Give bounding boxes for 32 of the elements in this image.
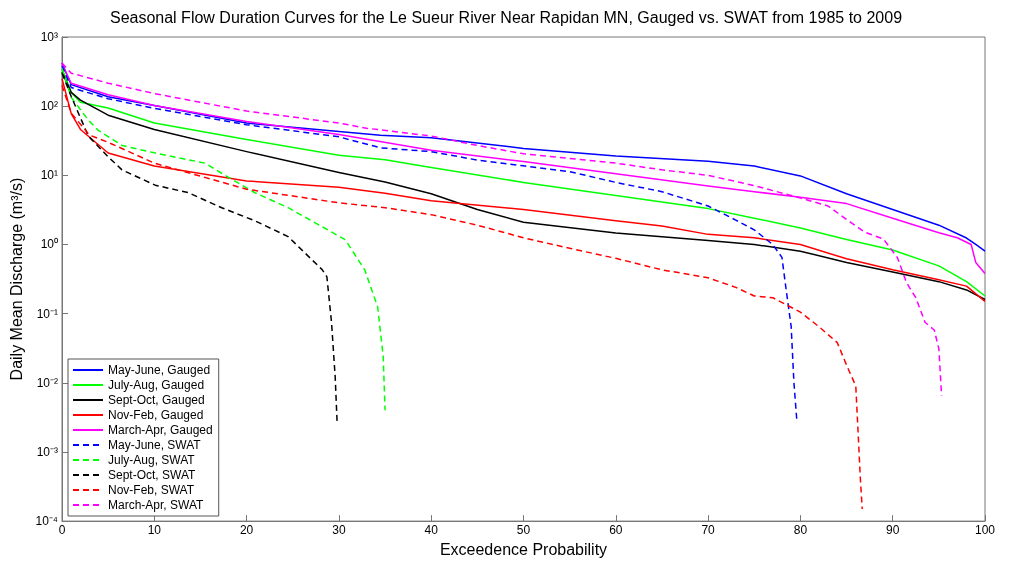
legend-label: March-Apr, Gauged <box>108 423 213 437</box>
x-tick-label: 50 <box>516 523 531 538</box>
x-tick-label: 30 <box>332 523 346 538</box>
x-tick-label: 90 <box>886 523 900 538</box>
y-tick-label: 10¹ <box>40 168 58 183</box>
y-tick-label: 10⁰ <box>40 237 58 252</box>
y-tick-label: 10² <box>40 99 58 114</box>
y-tick-label: 10⁻⁴ <box>35 514 58 529</box>
x-tick-label: 40 <box>424 523 439 538</box>
legend-label: July-Aug, Gauged <box>108 378 205 392</box>
x-tick-label: 100 <box>974 523 996 538</box>
legend-label: Nov-Feb, Gauged <box>108 408 204 422</box>
y-axis-title: Daily Mean Discharge (m³/s) <box>8 177 26 381</box>
legend-label: May-June, SWAT <box>108 438 202 452</box>
x-tick-label: 70 <box>701 523 716 538</box>
legend-label: July-Aug, SWAT <box>108 453 196 467</box>
chart-title: Seasonal Flow Duration Curves for the Le Sueur River Near Rapidan MN, Gauged vs. SWAT from 1985 to 2009 <box>109 8 903 26</box>
legend-label: May-June, Gauged <box>108 363 211 377</box>
legend-label: Nov-Feb, SWAT <box>108 483 195 497</box>
x-tick-label: 10 <box>147 523 162 538</box>
y-tick-label: 10⁻² <box>36 375 58 390</box>
y-tick-label: 10⁻³ <box>36 444 58 459</box>
legend-label: Sept-Oct, Gauged <box>108 393 205 407</box>
x-tick-label: 20 <box>239 523 254 538</box>
x-tick-label: 60 <box>609 523 623 538</box>
y-tick-label: 10⁻¹ <box>36 306 58 321</box>
legend-label: Sept-Oct, SWAT <box>108 468 197 482</box>
x-tick-label: 80 <box>793 523 808 538</box>
x-axis-title: Exceedence Probability <box>439 540 608 558</box>
y-tick-label: 10³ <box>40 30 58 44</box>
x-tick-label: 0 <box>58 523 66 538</box>
legend-label: March-Apr, SWAT <box>108 498 205 512</box>
